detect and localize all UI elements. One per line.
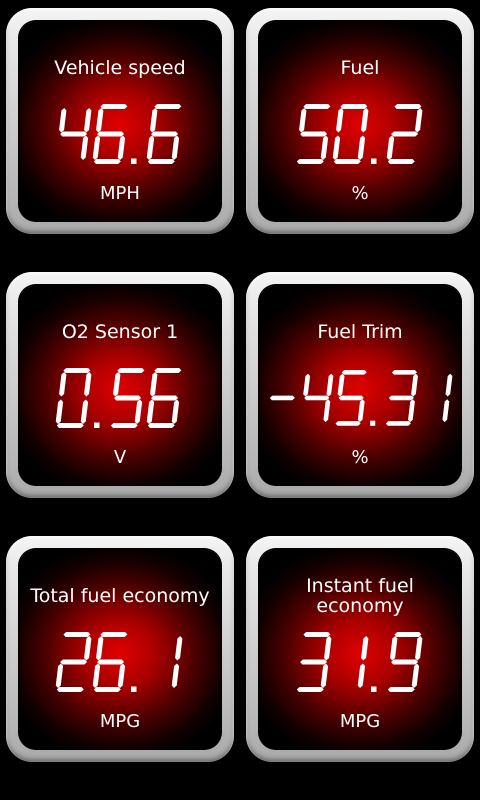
gauge-value (258, 348, 462, 448)
gauge-total-fuel-economy[interactable]: Total fuel economy MPG (6, 536, 234, 762)
gauge-unit: V (113, 447, 127, 468)
gauge-value (18, 612, 222, 712)
digit (386, 104, 423, 164)
digit (92, 104, 128, 164)
gauge-unit: MPG (99, 711, 141, 732)
digit (110, 368, 145, 428)
gauge-label: Vehicle speed (54, 57, 186, 79)
gauge-label: Fuel (340, 57, 380, 79)
gauge-value (258, 84, 462, 184)
decimal-point (370, 158, 377, 164)
segment-display (55, 368, 182, 428)
gauge-unit: % (351, 183, 369, 204)
gauge-fuel-trim[interactable]: Fuel Trim % (246, 272, 474, 498)
gauge-label: Instant fuel economy (306, 575, 414, 617)
gauge-instant-fuel-economy[interactable]: Instant fuel economy MPG (246, 536, 474, 762)
gauge-face: Fuel % (258, 20, 462, 222)
digit (296, 104, 331, 164)
digit (442, 373, 453, 423)
digit (171, 636, 183, 688)
digit (357, 636, 369, 688)
gauge-label: O2 Sensor 1 (61, 321, 179, 343)
digit (58, 108, 92, 160)
digit (296, 632, 332, 692)
gauge-unit: MPG (339, 711, 381, 732)
decimal-point (370, 686, 377, 692)
gauge-face: Instant fuel economy MPG (258, 548, 462, 750)
gauge-value (18, 348, 222, 448)
gauge-face: O2 Sensor 1 V (18, 284, 222, 486)
digit (332, 104, 369, 164)
digit (92, 632, 128, 692)
digit (385, 370, 418, 426)
gauge-face: Fuel Trim % (258, 284, 462, 486)
digit (55, 632, 92, 692)
digit (387, 632, 423, 692)
digit (146, 104, 182, 164)
decimal-point (370, 420, 376, 426)
gauge-label: Fuel Trim (317, 321, 403, 343)
gauge-vehicle-speed[interactable]: Vehicle speed MPH (6, 8, 234, 234)
gauge-o2-sensor-1[interactable]: O2 Sensor 1 V (6, 272, 234, 498)
digit (335, 370, 367, 426)
digit (269, 395, 295, 401)
gauge-value (258, 612, 462, 712)
gauge-unit: MPH (100, 183, 140, 204)
gauge-label: Total fuel economy (30, 585, 210, 607)
gauge-face: Vehicle speed MPH (18, 20, 222, 222)
gauge-fuel[interactable]: Fuel % (246, 8, 474, 234)
segment-display (296, 632, 423, 692)
gauge-value (18, 84, 222, 184)
decimal-point (130, 158, 137, 164)
decimal-point (93, 422, 100, 428)
gauge-face: Total fuel economy MPG (18, 548, 222, 750)
segment-display (269, 370, 453, 426)
segment-display (55, 632, 183, 692)
digit (55, 368, 92, 428)
digit (303, 373, 334, 423)
segment-display (296, 104, 423, 164)
decimal-point (130, 686, 137, 692)
segment-display (58, 104, 182, 164)
digit (146, 368, 182, 428)
gauge-unit: % (351, 447, 369, 468)
